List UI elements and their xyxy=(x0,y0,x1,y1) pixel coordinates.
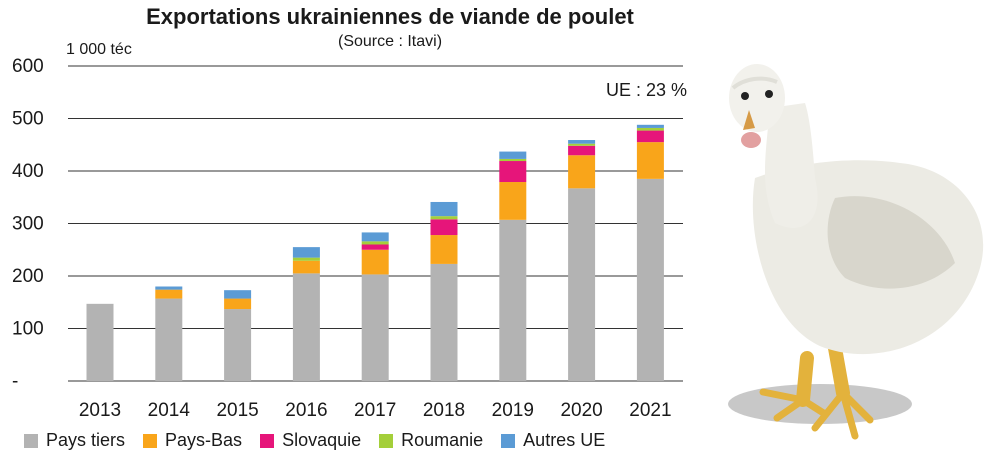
bar-segment-2015-autres-ue xyxy=(224,290,252,299)
bar-segment-2019-autres-ue xyxy=(499,151,527,159)
bar-segment-2020-autres-ue xyxy=(568,140,596,144)
bar-segment-2020-slovaquie xyxy=(568,145,596,156)
bar-segment-2021-roumanie xyxy=(636,127,664,131)
bar-segment-2019-roumanie xyxy=(499,158,527,162)
legend-item-pays-bas: Pays-Bas xyxy=(143,430,242,451)
y-tick-label-600: 600 xyxy=(12,56,44,77)
x-tick-label-2017: 2017 xyxy=(354,400,396,421)
bar-segment-2016-pays-tiers xyxy=(292,273,320,381)
y-tick-label-300: 300 xyxy=(12,214,44,235)
bar-segment-2020-pays-bas xyxy=(568,155,596,189)
x-tick-label-2020: 2020 xyxy=(560,400,602,421)
x-tick-label-2021: 2021 xyxy=(629,400,671,421)
legend-label-roumanie: Roumanie xyxy=(401,430,484,450)
legend-swatch-slovaquie xyxy=(260,433,275,448)
bar-segment-2014-pays-tiers xyxy=(155,298,183,381)
bar-segment-2016-pays-bas xyxy=(292,260,320,274)
bar-segment-2018-slovaquie xyxy=(430,219,458,236)
legend-label-slovaquie: Slovaquie xyxy=(282,430,362,450)
bar-segment-2019-slovaquie xyxy=(499,161,527,183)
bar-segment-2017-slovaquie xyxy=(361,244,389,250)
bar-segment-2018-pays-bas xyxy=(430,235,458,264)
bar-segment-2018-autres-ue xyxy=(430,201,458,217)
bar-segment-2017-pays-bas xyxy=(361,249,389,275)
legend-item-pays-tiers: Pays tiers xyxy=(24,430,125,451)
bar-segment-2016-roumanie xyxy=(292,257,320,261)
x-tick-label-2018: 2018 xyxy=(423,400,465,421)
bar-segment-2016-autres-ue xyxy=(292,247,320,258)
bar-segment-2021-autres-ue xyxy=(636,124,664,128)
legend: Pays tiers Pays-Bas Slovaquie Roumanie A… xyxy=(24,430,623,451)
bar-segment-2021-slovaquie xyxy=(636,130,664,143)
legend-swatch-roumanie xyxy=(379,433,394,448)
y-tick-label-500: 500 xyxy=(12,109,44,130)
chart-subtitle: (Source : Itavi) xyxy=(337,33,443,50)
bar-segment-2018-pays-tiers xyxy=(430,263,458,381)
legend-item-roumanie: Roumanie xyxy=(379,430,483,451)
legend-swatch-pays-bas xyxy=(143,433,158,448)
bar-segment-2021-pays-tiers xyxy=(636,178,664,381)
bar-segment-2017-roumanie xyxy=(361,241,389,245)
bar-segment-2019-pays-tiers xyxy=(499,219,527,381)
bar-segment-2020-pays-tiers xyxy=(568,188,596,381)
eu-share-annotation: UE : 23 % xyxy=(606,80,688,100)
chicken-icon xyxy=(728,64,984,440)
legend-label-pays-bas: Pays-Bas xyxy=(165,430,243,450)
x-tick-label-2013: 2013 xyxy=(79,400,121,421)
bar-segment-2014-autres-ue xyxy=(155,286,183,290)
bar-segment-2017-autres-ue xyxy=(361,232,389,242)
bar-chart: - 100 200 300 400 500 600 2013 2014 2015 2016 2017 2… xyxy=(12,56,683,421)
y-tick-label-200: 200 xyxy=(12,266,44,287)
y-tick-label-100: 100 xyxy=(12,319,44,340)
legend-item-autres-ue: Autres UE xyxy=(501,430,605,451)
legend-item-slovaquie: Slovaquie xyxy=(260,430,361,451)
x-tick-label-2016: 2016 xyxy=(285,400,327,421)
x-tick-label-2014: 2014 xyxy=(148,400,191,421)
chart-title: Exportations ukrainiennes de viande de p… xyxy=(146,4,634,29)
legend-label-autres-ue: Autres UE xyxy=(523,430,606,450)
y-tick-label-0: - xyxy=(12,371,18,392)
bar-segment-2019-pays-bas xyxy=(499,182,527,220)
bar-segment-2021-pays-bas xyxy=(636,142,664,179)
x-tick-label-2015: 2015 xyxy=(216,400,258,421)
bar-segment-2013-pays-tiers xyxy=(86,303,114,381)
bar-segment-2018-roumanie xyxy=(430,216,458,220)
y-tick-label-400: 400 xyxy=(12,161,44,182)
y-axis-unit-label: 1 000 téc xyxy=(66,41,132,58)
bar-segment-2020-roumanie xyxy=(568,143,596,146)
legend-label-pays-tiers: Pays tiers xyxy=(46,430,126,450)
legend-swatch-pays-tiers xyxy=(24,433,38,448)
bar-segment-2015-pays-tiers xyxy=(224,309,252,381)
x-tick-label-2019: 2019 xyxy=(492,400,534,421)
legend-swatch-autres-ue xyxy=(501,433,516,448)
bar-segment-2015-pays-bas xyxy=(224,298,252,310)
bar-segment-2014-pays-bas xyxy=(155,289,183,299)
bar-segment-2017-pays-tiers xyxy=(361,274,389,381)
